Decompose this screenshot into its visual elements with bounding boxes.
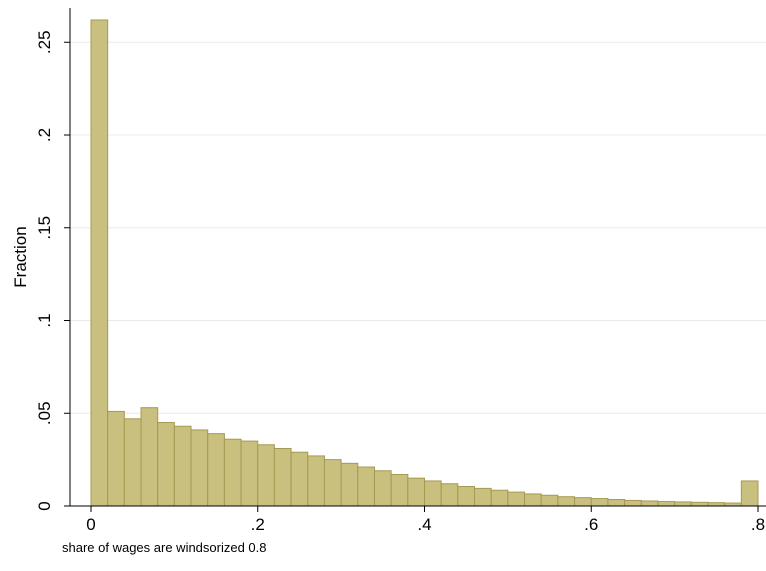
histogram-bar [607, 499, 626, 507]
histogram-bar [407, 477, 426, 507]
axes: 0 .05 .1 .15 .2 .25 0 .2 .4 .6 .8 [35, 8, 766, 534]
histogram-bar [540, 494, 559, 507]
histogram-bar [340, 462, 359, 507]
x-tick-label: .8 [751, 515, 765, 534]
y-tick-label: .15 [35, 216, 54, 240]
histogram-bar [574, 497, 592, 507]
y-axis-title: Fraction [11, 226, 30, 287]
histogram-bars [90, 19, 759, 507]
histogram-bar [390, 473, 409, 507]
histogram-bar [307, 455, 325, 507]
histogram-bar [357, 466, 375, 507]
x-tick-label: .2 [251, 515, 265, 534]
histogram-bar [657, 501, 676, 507]
histogram-bar [490, 489, 509, 507]
histogram-bar [457, 486, 476, 507]
histogram-bar [524, 493, 542, 507]
histogram-bar [257, 444, 275, 507]
histogram-bar [240, 440, 259, 507]
y-tick-label: 0 [35, 501, 54, 510]
histogram-bar [140, 407, 159, 507]
histogram-bar [474, 487, 492, 507]
histogram-bar [590, 498, 609, 507]
x-tick-label: 0 [86, 515, 95, 534]
histogram-bar [273, 447, 292, 507]
histogram-bar [123, 418, 142, 507]
histogram-bar [223, 438, 242, 507]
histogram-bar [107, 410, 125, 507]
histogram-bar [207, 433, 225, 507]
y-tick-label: .1 [35, 313, 54, 327]
y-tick-label: .25 [35, 30, 54, 54]
chart-note: share of wages are windsorized 0.8 [62, 540, 267, 555]
histogram-bar [157, 422, 175, 507]
histogram-bar [640, 500, 659, 507]
histogram-bar [674, 501, 692, 507]
histogram-bar [173, 425, 192, 507]
histogram-bar [90, 19, 109, 507]
histogram-bar [557, 496, 576, 507]
x-tick-label: .4 [417, 515, 431, 534]
histogram-bar [624, 499, 642, 507]
histogram-bar [707, 502, 726, 507]
histogram-bar [373, 470, 392, 507]
histogram-bar [507, 491, 526, 507]
y-tick-label: .05 [35, 401, 54, 425]
histogram-bar [424, 480, 442, 507]
histogram-bar [290, 451, 309, 507]
histogram-bar [440, 483, 459, 507]
x-tick-label: .6 [584, 515, 598, 534]
histogram-bar [323, 459, 342, 507]
histogram-bar [190, 429, 209, 507]
histogram-bar [690, 501, 709, 507]
y-tick-label: .2 [35, 128, 54, 142]
grid-lines [70, 41, 766, 414]
histogram-bar [740, 480, 759, 507]
